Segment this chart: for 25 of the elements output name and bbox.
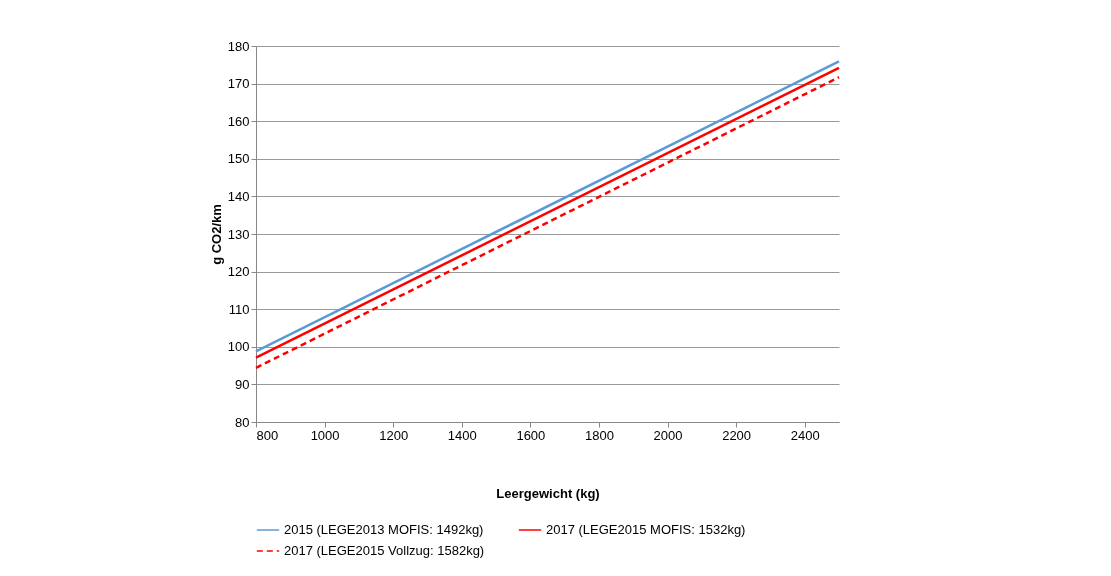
y-tick-label: 80: [235, 414, 250, 430]
legend-label: 2017 (LEGE2015 Vollzug: 1582kg): [284, 543, 485, 558]
legend-label: 2017 (LEGE2015 MOFIS: 1532kg): [546, 522, 746, 537]
y-axis-title: g CO2/km: [208, 204, 224, 265]
x-tick-label: 800: [256, 427, 279, 443]
x-axis-title: Leergewicht (kg): [496, 485, 600, 501]
y-tick-label: 160: [227, 113, 250, 129]
y-tick-label: 140: [227, 188, 250, 204]
y-tick-label: 170: [227, 76, 250, 92]
x-tick-label: 1000: [310, 427, 340, 443]
x-tick-label: 1600: [516, 427, 546, 443]
y-tick-label: 90: [235, 376, 250, 392]
x-tick-label: 2000: [653, 427, 683, 443]
x-tick-label: 1800: [584, 427, 614, 443]
y-tick-label: 110: [228, 301, 250, 317]
y-tick-label: 130: [227, 226, 250, 242]
y-tick-label: 150: [227, 151, 250, 167]
x-tick-label: 1200: [379, 427, 409, 443]
x-tick-label: 2200: [722, 427, 752, 443]
y-tick-label: 180: [227, 38, 250, 54]
legend-label: 2015 (LEGE2013 MOFIS: 1492kg): [284, 522, 484, 537]
y-tick-label: 100: [227, 339, 250, 355]
x-tick-label: 1400: [447, 427, 477, 443]
y-tick-label: 120: [227, 264, 250, 280]
x-tick-label: 2400: [790, 427, 820, 443]
